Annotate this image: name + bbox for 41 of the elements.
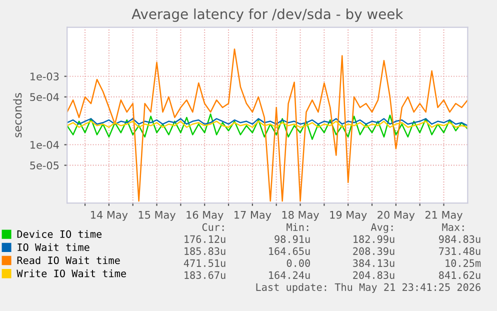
text: 841.62u <box>439 271 480 279</box>
y-tick-label: 5e-05 <box>30 162 59 170</box>
x-tick-label: 14 May <box>91 211 128 221</box>
x-tick-label: 19 May <box>330 210 367 221</box>
legend-label: Write IO Wait time <box>16 269 126 278</box>
x-tick-label: 17 May <box>234 211 272 221</box>
text: 10.25m <box>446 259 481 267</box>
y-tick-label: 1e-04 <box>30 140 59 149</box>
text: Avg: <box>370 223 393 233</box>
text: Min: <box>286 223 308 231</box>
text: 164.65u <box>269 247 310 255</box>
text: 984.83u <box>438 235 480 243</box>
x-tick-label: 15 May <box>138 211 176 221</box>
text: 164.24u <box>269 271 310 279</box>
x-tick-label: 20 May <box>378 210 415 221</box>
y-axis-title: seconds <box>13 93 22 138</box>
text: 384.13u <box>353 259 394 267</box>
text: 731.48u <box>439 247 480 255</box>
text: 471.51u <box>184 259 226 267</box>
line-series <box>67 114 468 140</box>
chart-title: Average latency for /dev/sda - by week <box>132 8 404 22</box>
text: 98.91u <box>274 235 310 243</box>
text: 204.83u <box>353 271 394 279</box>
legend-label: Device IO time <box>17 230 102 238</box>
line-series <box>67 118 468 126</box>
x-tick-label: 21 May <box>425 210 462 221</box>
text: 208.39u <box>353 247 394 255</box>
y-tick-label: 5e-04 <box>30 93 59 102</box>
text: Max: <box>442 223 464 231</box>
text: 182.99u <box>354 235 394 243</box>
y-tick-label: 1e-03 <box>30 72 59 80</box>
x-tick-label: 18 May <box>282 210 320 221</box>
text: Cur: <box>202 223 224 231</box>
legend-label: Read IO Wait time <box>17 256 120 264</box>
text: 0.00 <box>286 259 310 267</box>
text: 185.83u <box>184 247 226 255</box>
text: Last update: Thu May 21 23:41:25 2026 <box>256 283 480 293</box>
text: 176.12u <box>184 235 226 243</box>
x-tick-label: 16 May <box>186 210 224 221</box>
legend-label: IO Wait time <box>18 243 90 252</box>
text: 183.67u <box>184 271 226 279</box>
